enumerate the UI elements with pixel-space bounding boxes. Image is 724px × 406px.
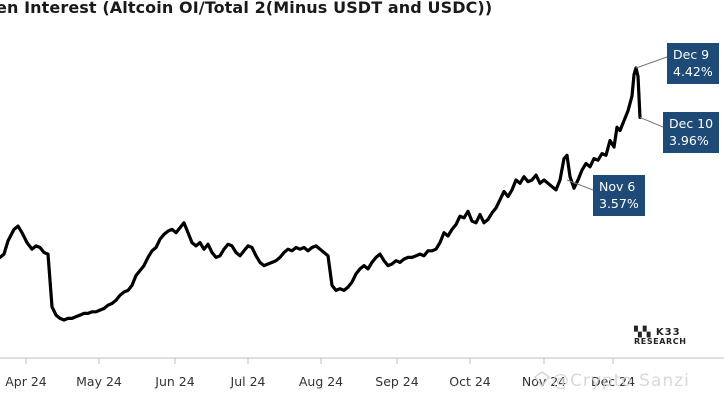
x-ticks <box>25 358 614 364</box>
chart-title: en Interest (Altcoin OI/Total 2(Minus US… <box>0 0 493 17</box>
callout-leader <box>566 179 594 191</box>
callout-dec10-date: Dec 10 <box>669 116 714 131</box>
callout-dec10-value: 3.96% <box>669 133 709 148</box>
x-tick-label: Dec 24 <box>591 374 635 389</box>
callout-leader <box>635 56 668 69</box>
callout-leader <box>639 116 664 128</box>
x-tick-label: Sep 24 <box>375 374 418 389</box>
x-tick-label: Apr 24 <box>5 374 47 389</box>
watermark-icon <box>533 371 551 388</box>
watermark: @Crypto Sanzi <box>552 371 690 391</box>
logo-sub: RESEARCH <box>634 337 687 346</box>
x-tick-label: Oct 24 <box>449 374 491 389</box>
callout-dec10: Dec 10 3.96% <box>663 112 720 153</box>
callout-nov6: Nov 6 3.57% <box>593 175 645 216</box>
callout-nov6-value: 3.57% <box>599 196 639 211</box>
k33-research-logo: ▚▚ K33 RESEARCH <box>634 327 687 347</box>
callout-leaders <box>566 56 668 191</box>
callout-dec9: Dec 9 4.42% <box>667 43 719 84</box>
x-tick-labels: Apr 24 May 24 Jun 24 Jul 24 Aug 24 Sep 24 Oct … <box>5 374 635 389</box>
logo-bars-icon: ▚▚ <box>634 327 656 338</box>
callout-dec9-date: Dec 9 <box>673 47 710 62</box>
x-tick-label: Jul 24 <box>230 374 266 389</box>
x-tick-label: Aug 24 <box>299 374 343 389</box>
callout-nov6-date: Nov 6 <box>599 179 636 194</box>
x-tick-label: May 24 <box>76 374 122 389</box>
logo-mark: K33 <box>655 327 681 338</box>
x-tick-label: Jun 24 <box>154 374 194 389</box>
series-line <box>0 66 642 322</box>
x-tick-label: Nov 24 <box>522 374 566 389</box>
callout-dec9-value: 4.42% <box>673 64 713 79</box>
